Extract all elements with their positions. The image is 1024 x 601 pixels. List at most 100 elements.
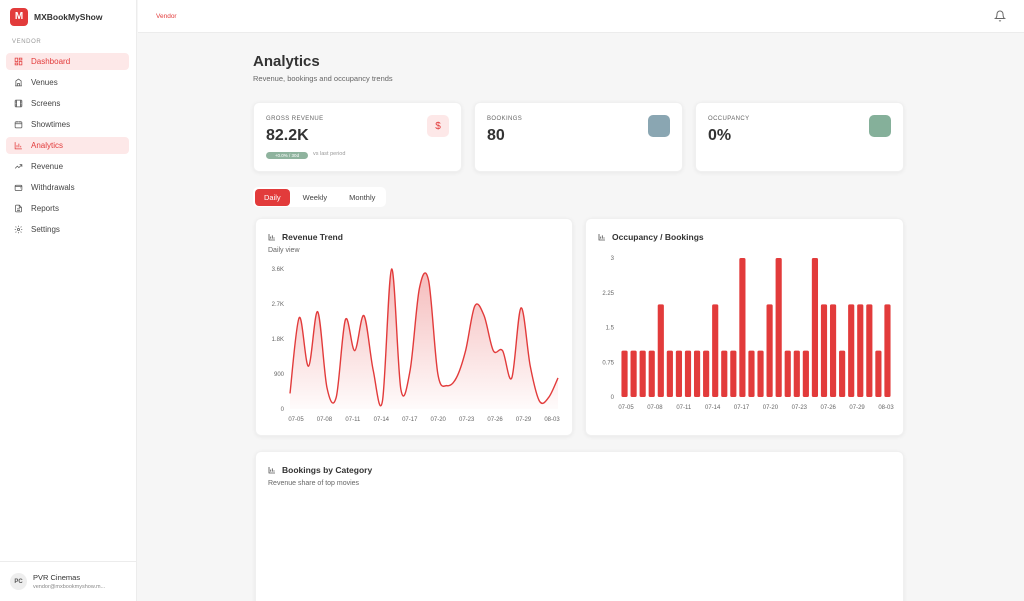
bar[interactable] (639, 350, 646, 397)
bar[interactable] (875, 350, 882, 397)
bar[interactable] (675, 350, 683, 397)
percent-icon (869, 115, 891, 137)
stat-value: 80 (487, 127, 505, 144)
brand[interactable]: M MXBookMyShow (0, 0, 136, 33)
bar-chart-icon (268, 234, 275, 241)
sidebar-item-revenue[interactable]: Revenue (6, 158, 129, 175)
sidebar-item-withdrawals[interactable]: Withdrawals (6, 179, 129, 196)
bar[interactable] (829, 304, 837, 397)
revenue-series-line[interactable] (289, 268, 559, 407)
y-tick-label: 2.7K (272, 302, 284, 308)
bar[interactable] (648, 350, 655, 397)
x-tick-label: 07-05 (618, 405, 634, 411)
sidebar-item-dashboard[interactable]: Dashboard (6, 53, 129, 70)
sidebar-item-settings[interactable]: Settings (6, 221, 129, 238)
sidebar-section-label: VENDOR (12, 39, 42, 45)
bar[interactable] (666, 350, 673, 397)
card-title: Revenue Trend (268, 232, 343, 242)
trending-up-icon (14, 164, 23, 169)
bar[interactable] (721, 350, 728, 397)
bar[interactable] (757, 350, 764, 397)
bar[interactable] (630, 350, 637, 397)
sidebar-item-label: Dashboard (31, 57, 71, 66)
bar[interactable] (621, 350, 628, 397)
x-tick-label: 07-14 (374, 417, 390, 423)
document-icon (15, 204, 22, 213)
user-profile[interactable]: PC PVR Cinemas vendor@mxbookmyshow.m... (0, 561, 137, 601)
dollar-icon: $ (427, 115, 449, 137)
tab-daily[interactable]: Daily (255, 188, 290, 206)
y-tick-label: 1.8K (272, 337, 284, 343)
sidebar-item-label: Reports (31, 204, 60, 213)
user-info: PVR Cinemas vendor@mxbookmyshow.m... (33, 573, 123, 590)
x-tick-label: 07-17 (402, 417, 418, 423)
sidebar-item-screens[interactable]: Screens (6, 95, 129, 112)
occupancy-bookings-chart: 3 2.25 1.5 0.75 007-05 07-08 07-11 07-14 07-17 07… (602, 256, 894, 411)
bar[interactable] (712, 304, 719, 397)
bar[interactable] (775, 258, 782, 397)
bar[interactable] (703, 350, 710, 397)
wallet-icon (14, 184, 23, 191)
sidebar: M MXBookMyShow VENDOR Dashboard Venues Scr… (0, 0, 137, 601)
brand-name: MXBookMyShow (34, 11, 103, 22)
bar[interactable] (839, 350, 846, 397)
stat-value: 0% (708, 127, 732, 144)
bar[interactable] (857, 304, 864, 397)
card-title: Bookings by Category (268, 465, 372, 475)
dashboard-icon (14, 57, 23, 66)
bar[interactable] (884, 304, 891, 397)
y-tick-label: 0 (611, 395, 615, 401)
sidebar-item-label: Venues (31, 78, 58, 87)
tab-monthly[interactable]: Monthly (349, 192, 376, 202)
x-tick-label: 07-11 (676, 405, 692, 411)
breadcrumb[interactable]: Vendor (156, 12, 177, 20)
bar[interactable] (766, 304, 773, 397)
y-tick-label: 0 (281, 407, 285, 413)
bar[interactable] (748, 350, 755, 397)
x-tick-label: 07-29 (849, 405, 865, 411)
revenue-trend-card: Revenue Trend Daily view 3.6K 2.7K 1.8K 900… (255, 218, 573, 436)
page-subtitle: Revenue, bookings and occupancy trends (253, 74, 393, 83)
stat-card-gross-revenue: GROSS REVENUE 82.2K $ +0.0% / 30d vs las… (253, 102, 462, 172)
bar[interactable] (784, 350, 791, 397)
bar[interactable] (866, 304, 873, 397)
bar[interactable] (811, 258, 819, 397)
y-tick-label: 3 (611, 256, 615, 262)
bar[interactable] (802, 350, 809, 397)
revenue-trend-chart: 3.6K 2.7K 1.8K 900 007-05 07-08 07-11 07-14 07-1… (272, 267, 561, 423)
y-tick-label: 1.5 (606, 326, 615, 332)
x-tick-label: 07-11 (345, 417, 361, 423)
trend-badge: +0.0% / 30d (266, 152, 308, 159)
card-title: Occupancy / Bookings (598, 232, 704, 242)
bell-icon[interactable] (994, 10, 1006, 22)
period-tabs: Daily Weekly Monthly (253, 187, 387, 207)
sidebar-item-showtimes[interactable]: Showtimes (6, 116, 129, 133)
x-tick-label: 07-05 (288, 417, 304, 423)
bar[interactable] (848, 304, 855, 397)
trend-text: vs last period (313, 151, 346, 157)
bar[interactable] (820, 304, 828, 397)
venue-icon (15, 78, 22, 87)
topbar: Vendor (138, 0, 1024, 33)
bar[interactable] (793, 350, 800, 397)
bar[interactable] (684, 350, 692, 397)
page-title: Analytics (253, 53, 320, 70)
sidebar-item-venues[interactable]: Venues (6, 74, 129, 91)
occupancy-bookings-title: Occupancy / Bookings (612, 232, 704, 242)
bookings-by-category-title: Bookings by Category (282, 465, 373, 475)
calendar-icon (14, 121, 23, 129)
gear-icon (14, 225, 23, 234)
bar-chart-icon (268, 467, 275, 474)
x-tick-label: 07-29 (516, 417, 532, 423)
bar[interactable] (657, 304, 664, 397)
occupancy-bookings-card: Occupancy / Bookings 3 2.25 1.5 0.75 0 07-05 0… (585, 218, 904, 436)
x-tick-label: 08-03 (544, 417, 560, 423)
sidebar-item-reports[interactable]: Reports (6, 200, 129, 217)
bar[interactable] (730, 350, 737, 397)
x-tick-label: 07-08 (647, 405, 663, 411)
y-tick-label: 0.75 (602, 360, 614, 366)
bar[interactable] (739, 258, 746, 397)
tab-weekly[interactable]: Weekly (302, 192, 328, 202)
sidebar-item-analytics[interactable]: Analytics (6, 137, 129, 154)
bar[interactable] (693, 350, 701, 397)
